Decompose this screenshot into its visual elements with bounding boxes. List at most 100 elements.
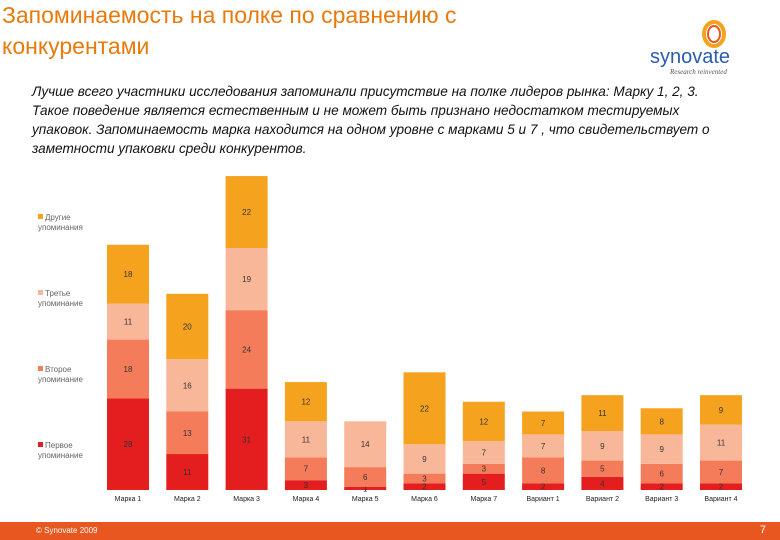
data-label: 7 [541, 442, 546, 451]
category-label: Марка 6 [411, 496, 438, 503]
category-label: Марка 3 [233, 496, 260, 503]
data-label: 8 [659, 417, 664, 426]
bar-segment-third [522, 434, 565, 458]
data-label: 9 [422, 455, 427, 464]
data-label: 5 [600, 465, 605, 474]
legend-label-line2: упоминание [38, 299, 84, 308]
data-label: 7 [304, 465, 309, 474]
legend-swatch-third [38, 290, 43, 295]
bar-segment-third [462, 440, 505, 464]
data-label: 8 [541, 466, 546, 475]
logo-tagline: Research reinvented [670, 68, 727, 76]
bar-segment-other [107, 244, 149, 304]
data-label: 7 [541, 419, 546, 428]
bar-segment-second [700, 460, 742, 484]
legend-label: Третье [45, 289, 71, 298]
bar-segment-first [462, 473, 505, 490]
legend-label: Первое [45, 441, 73, 450]
bar-segment-other [462, 401, 505, 441]
category-label: Марка 1 [115, 496, 142, 503]
bar-segment-third [581, 431, 624, 461]
bar-segment-second [166, 411, 209, 455]
bar-segment-third [225, 248, 268, 311]
bar-segment-first [640, 483, 683, 490]
data-label: 1 [363, 484, 368, 493]
legend-label-line2: упоминание [38, 451, 84, 460]
bar-segment-second [462, 463, 505, 474]
bar-segment-second [225, 310, 268, 389]
data-label: 14 [361, 440, 370, 449]
category-label: Марка 7 [470, 496, 497, 503]
bar-segment-first [522, 483, 565, 490]
legend-swatch-first [38, 442, 43, 447]
bar-segment-first [166, 454, 209, 490]
data-label: 13 [183, 429, 192, 438]
bar-segment-other [522, 411, 565, 435]
bar-segment-other [403, 372, 446, 445]
legend-swatch-second [38, 366, 43, 371]
bar-segment-other [581, 395, 624, 432]
category-label: Марка 2 [174, 496, 201, 503]
bar-segment-first [284, 480, 327, 490]
data-label: 2 [719, 483, 724, 492]
data-label: 11 [717, 439, 726, 448]
category-label: Марка 4 [293, 496, 320, 503]
bar-segment-other [284, 382, 327, 422]
data-label: 2 [422, 483, 427, 492]
description-text: Лучше всего участники исследования запом… [32, 84, 710, 156]
data-label: 11 [183, 468, 192, 477]
data-label: 11 [598, 409, 607, 418]
data-label: 7 [719, 468, 724, 477]
data-label: 6 [363, 473, 368, 482]
category-label: Вариант 3 [645, 496, 678, 503]
bar-segment-other [225, 176, 268, 249]
data-label: 4 [600, 479, 605, 488]
bar-segment-first [344, 486, 387, 490]
data-label: 3 [304, 481, 309, 490]
data-label: 20 [183, 323, 192, 332]
data-label: 31 [242, 435, 251, 444]
bar-segment-second [581, 460, 624, 477]
data-label: 22 [242, 208, 251, 217]
legend-label-line2: упоминание [38, 375, 84, 384]
data-label: 2 [541, 483, 546, 492]
data-label: 6 [659, 470, 664, 479]
bar-segment-other [166, 293, 209, 360]
data-label: 11 [124, 318, 133, 327]
data-label: 24 [242, 345, 251, 354]
data-label: 22 [420, 404, 429, 413]
page-number: 7 [759, 524, 766, 536]
logo-mark-icon [702, 20, 726, 48]
bar-segment-third [107, 303, 149, 340]
bar-segment-third [403, 444, 446, 474]
data-label: 18 [124, 365, 133, 374]
data-label: 12 [479, 417, 488, 426]
bar-segment-second [107, 339, 149, 399]
data-label: 2 [659, 483, 664, 492]
logo-wordmark: synovate [650, 46, 731, 68]
bar-segment-third [700, 424, 742, 461]
data-label: 3 [422, 475, 427, 484]
legend-label: Другие [45, 213, 71, 222]
bar-segment-other [640, 408, 683, 435]
data-label: 3 [482, 465, 487, 474]
bar-segment-second [403, 473, 446, 484]
bar-segment-second [344, 467, 387, 487]
legend-label-line2: упоминания [38, 223, 83, 232]
bar-segment-second [284, 457, 327, 481]
footer-copyright: © Synovate 2009 [36, 526, 98, 535]
legend-swatch-other [38, 214, 43, 219]
bar-segment-first [107, 398, 149, 490]
category-label: Марка 5 [352, 496, 379, 503]
legend-label: Второе [45, 365, 72, 374]
bar-segment-third [166, 359, 209, 412]
category-label: Вариант 2 [586, 496, 619, 503]
data-label: 9 [600, 442, 605, 451]
category-label: Вариант 4 [704, 496, 737, 503]
data-label: 9 [659, 445, 664, 454]
bar-segment-first [581, 476, 624, 490]
data-label: 7 [482, 448, 487, 457]
synovate-logo: synovate Research reinvented [640, 20, 740, 80]
bar-segment-second [640, 463, 683, 484]
